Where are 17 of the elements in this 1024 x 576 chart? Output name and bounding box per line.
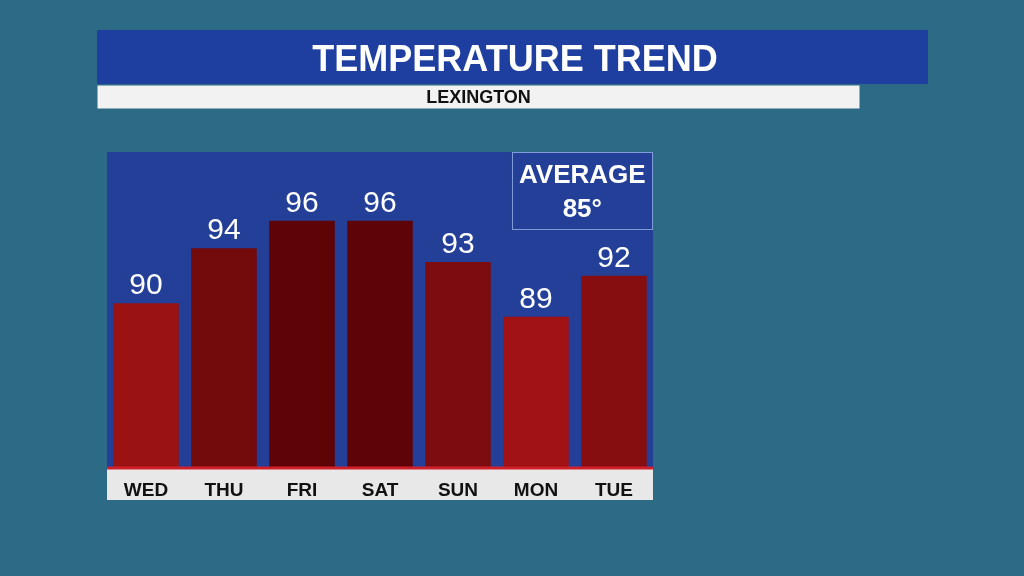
chart-title: TEMPERATURE TREND — [312, 37, 718, 79]
x-tick-label: WED — [123, 479, 169, 500]
x-tick-label: TUE — [595, 479, 633, 500]
x-tick-label: MON — [513, 479, 559, 500]
x-tick-label: FRI — [286, 479, 318, 500]
data-label: 96 — [363, 184, 397, 218]
annotation: AVERAGE 85° — [519, 159, 646, 223]
data-label: 93 — [441, 225, 475, 259]
data-label: 89 — [519, 280, 553, 314]
data-label: 92 — [597, 239, 631, 273]
x-tick-label: SAT — [361, 479, 399, 500]
data-label: 90 — [129, 267, 163, 301]
data-label: 94 — [207, 212, 241, 246]
x-tick-label: THU — [204, 479, 244, 500]
data-label: 96 — [285, 184, 319, 218]
chart-subtitle: LEXINGTON — [426, 87, 531, 107]
x-tick-label: SUN — [437, 479, 479, 500]
